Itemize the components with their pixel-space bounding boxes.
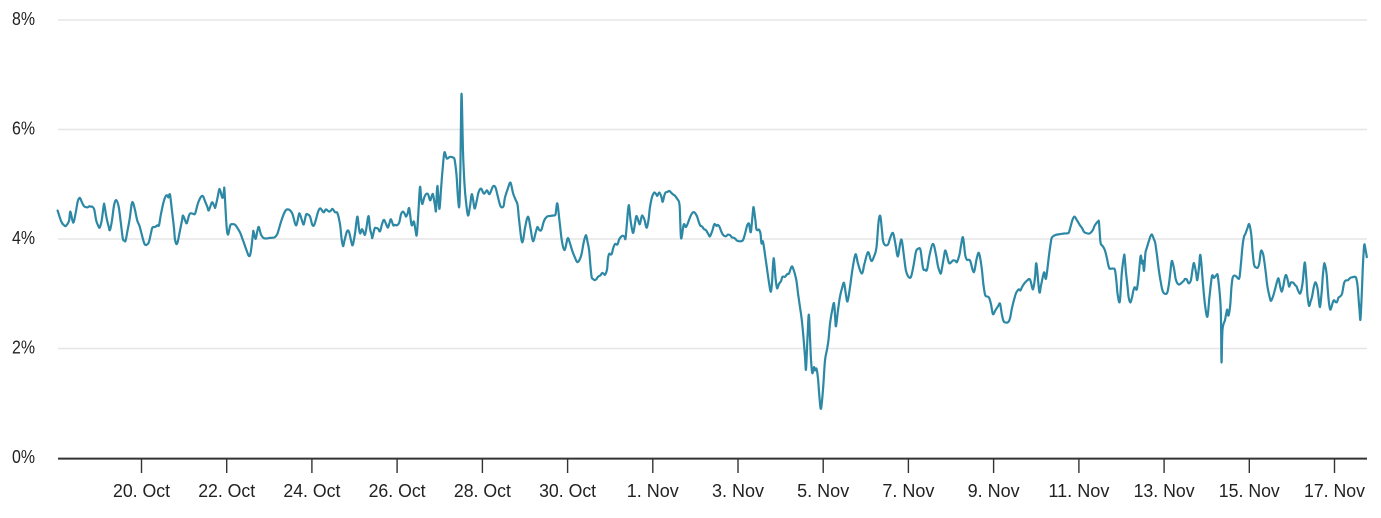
svg-text:7. Nov: 7. Nov	[882, 481, 934, 501]
svg-text:9. Nov: 9. Nov	[968, 481, 1020, 501]
svg-text:11. Nov: 11. Nov	[1048, 481, 1109, 501]
svg-text:17. Nov: 17. Nov	[1304, 481, 1365, 501]
svg-text:3. Nov: 3. Nov	[712, 481, 764, 501]
svg-text:28. Oct: 28. Oct	[454, 481, 511, 501]
svg-text:2%: 2%	[12, 337, 35, 357]
svg-text:6%: 6%	[12, 118, 35, 138]
svg-text:0%: 0%	[12, 447, 35, 467]
svg-text:15. Nov: 15. Nov	[1219, 481, 1280, 501]
svg-text:13. Nov: 13. Nov	[1134, 481, 1195, 501]
svg-text:24. Oct: 24. Oct	[283, 481, 340, 501]
svg-text:5. Nov: 5. Nov	[797, 481, 849, 501]
svg-text:1. Nov: 1. Nov	[627, 481, 679, 501]
svg-text:8%: 8%	[12, 9, 35, 29]
svg-text:4%: 4%	[12, 228, 35, 248]
svg-text:22. Oct: 22. Oct	[198, 481, 255, 501]
svg-text:30. Oct: 30. Oct	[539, 481, 596, 501]
svg-text:26. Oct: 26. Oct	[369, 481, 426, 501]
svg-text:20. Oct: 20. Oct	[113, 481, 170, 501]
